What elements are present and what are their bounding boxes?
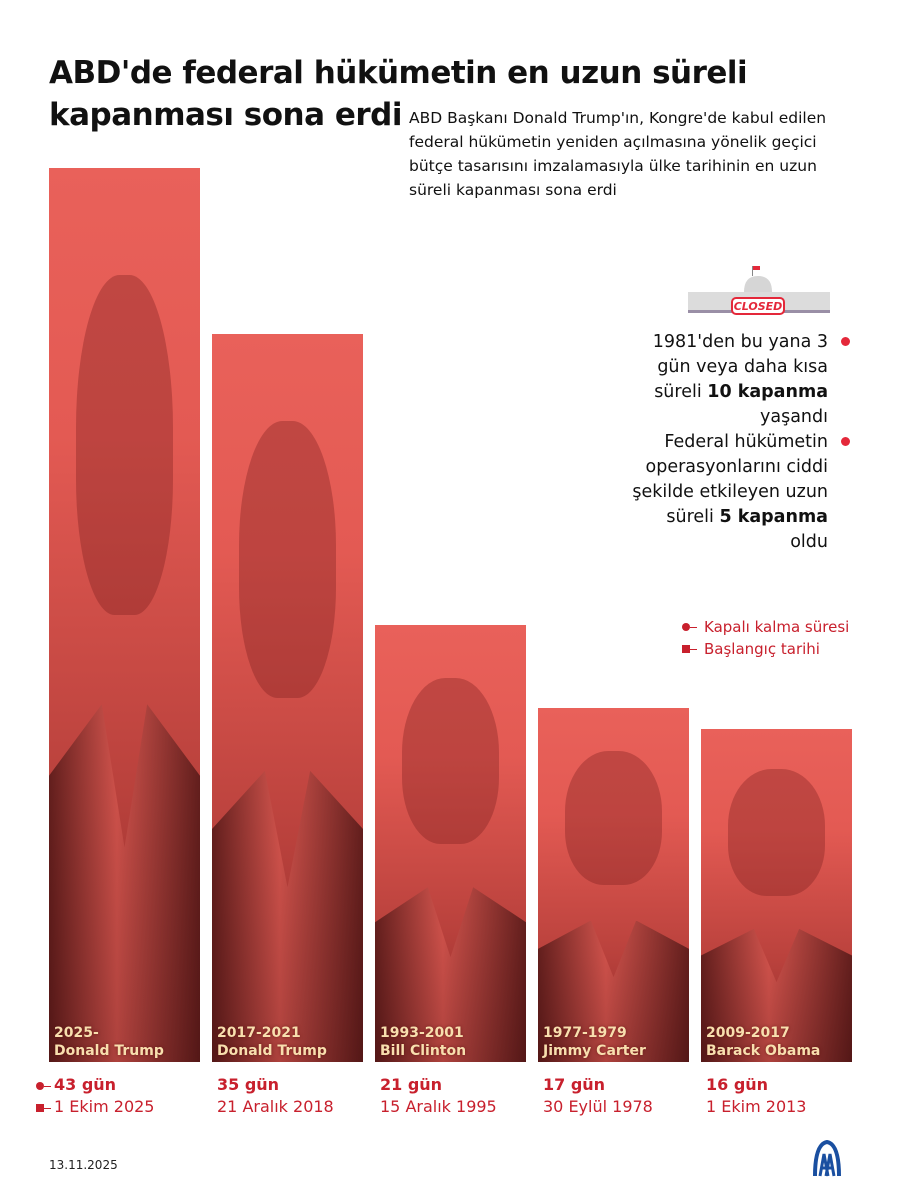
portrait-suit xyxy=(212,770,363,1062)
duration-label: 35 gün xyxy=(217,1075,280,1094)
duration-label: 16 gün xyxy=(706,1075,769,1094)
bar-3: 1977-1979 Jimmy Carter xyxy=(538,708,689,1062)
start-date-label: 21 Aralık 2018 xyxy=(217,1097,334,1116)
bar-label: 2017-2021 Donald Trump xyxy=(217,1025,327,1059)
publish-date: 13.11.2025 xyxy=(49,1158,118,1172)
bar-0: 2025- Donald Trump xyxy=(49,167,200,1062)
page-title: ABD'de federal hükümetin en uzun süreli k… xyxy=(49,55,748,133)
bar-value-label: 35 gün 21 Aralık 2018 xyxy=(217,1074,334,1118)
fact-1: 1981'den bu yana 3 gün veya daha kısa sü… xyxy=(618,330,850,430)
start-date-label: 15 Aralık 1995 xyxy=(380,1097,497,1116)
portrait-photo xyxy=(76,274,173,615)
start-date-label: 1 Ekim 2025 xyxy=(54,1097,155,1116)
legend-duration: Kapalı kalma süresi xyxy=(704,618,850,636)
square-marker-icon xyxy=(36,1104,52,1112)
circle-marker-icon xyxy=(682,623,698,631)
start-date-label: 30 Eylül 1978 xyxy=(543,1097,653,1116)
closed-label: CLOSED xyxy=(734,300,783,313)
duration-label: 21 gün xyxy=(380,1075,443,1094)
bar-value-label: 17 gün 30 Eylül 1978 xyxy=(543,1074,653,1118)
portrait-photo xyxy=(728,769,825,896)
square-marker-icon xyxy=(682,645,698,653)
bar-1: 2017-2021 Donald Trump xyxy=(212,334,363,1062)
subtitle: ABD Başkanı Donald Trump'ın, Kongre'de k… xyxy=(409,109,827,199)
aa-logo xyxy=(813,1139,841,1177)
portrait-photo xyxy=(239,421,336,698)
duration-label: 17 gün xyxy=(543,1075,606,1094)
duration-label: 43 gün xyxy=(54,1075,117,1094)
bar-2: 1993-2001 Bill Clinton xyxy=(375,625,526,1062)
bar-value-label: 21 gün 15 Aralık 1995 xyxy=(380,1074,497,1118)
bar-label: 2025- Donald Trump xyxy=(54,1024,164,1059)
bar-4: 2009-2017 Barack Obama xyxy=(701,729,852,1062)
bar-label: 1977-1979 Jimmy Carter xyxy=(543,1024,646,1059)
legend-start: Başlangıç tarihi xyxy=(704,640,820,658)
portrait-photo xyxy=(565,750,662,886)
portrait-suit xyxy=(49,704,200,1062)
start-date-label: 1 Ekim 2013 xyxy=(706,1097,807,1116)
bullet-icon xyxy=(841,437,850,446)
bar-value-label: 43 gün 1 Ekim 2025 xyxy=(36,1074,155,1118)
bar-label: 1993-2001 Bill Clinton xyxy=(380,1024,467,1059)
circle-marker-icon xyxy=(36,1082,52,1090)
bar-label: 2009-2017 Barack Obama xyxy=(706,1024,821,1059)
fact-2: Federal hükümetin operasyonlarını ciddi … xyxy=(628,430,850,555)
portrait-photo xyxy=(402,677,499,844)
legend: Kapalı kalma süresi Başlangıç tarihi xyxy=(682,616,849,660)
capitol-closed-icon: CLOSED xyxy=(688,266,830,315)
bullet-icon xyxy=(841,337,850,346)
bar-value-label: 16 gün 1 Ekim 2013 xyxy=(706,1074,806,1118)
